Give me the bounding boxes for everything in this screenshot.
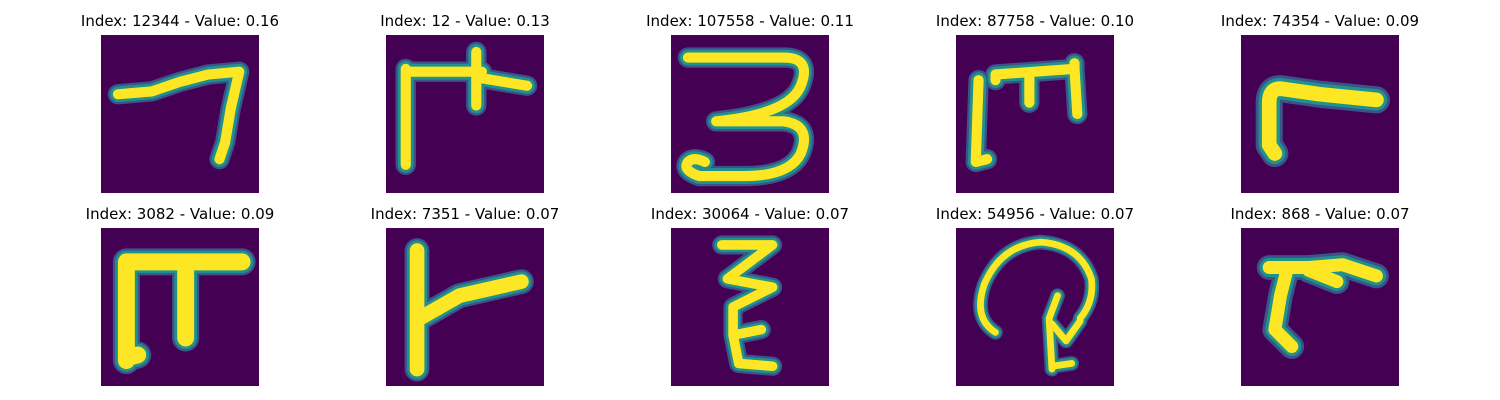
panel-title: Index: 74354 - Value: 0.09 — [1220, 12, 1420, 30]
panel-5: Index: 74354 - Value: 0.09 — [1200, 10, 1440, 193]
panel-4: Index: 87758 - Value: 0.10 — [915, 10, 1155, 193]
glyph-image — [956, 35, 1114, 193]
glyph-image — [386, 228, 544, 386]
panel-title: Index: 107558 - Value: 0.11 — [646, 12, 854, 30]
panel-7: Index: 7351 - Value: 0.07 — [345, 203, 585, 386]
panel-8: Index: 30064 - Value: 0.07 — [630, 203, 870, 386]
panel-title: Index: 30064 - Value: 0.07 — [650, 205, 850, 223]
panel-9: Index: 54956 - Value: 0.07 — [915, 203, 1155, 386]
panel-title: Index: 868 - Value: 0.07 — [1230, 205, 1410, 223]
panel-10: Index: 868 - Value: 0.07 — [1200, 203, 1440, 386]
panel-3: Index: 107558 - Value: 0.11 — [630, 10, 870, 193]
glyph-image — [386, 35, 544, 193]
glyph-image — [671, 228, 829, 386]
glyph-image — [1241, 228, 1399, 386]
panel-title: Index: 87758 - Value: 0.10 — [935, 12, 1135, 30]
panel-1: Index: 12344 - Value: 0.16 — [60, 10, 300, 193]
glyph-image — [956, 228, 1114, 386]
glyph-image — [101, 35, 259, 193]
panel-title: Index: 3082 - Value: 0.09 — [85, 205, 275, 223]
panel-title: Index: 12344 - Value: 0.16 — [80, 12, 280, 30]
glyph-image — [101, 228, 259, 386]
panel-title: Index: 12 - Value: 0.13 — [380, 12, 550, 30]
panel-title: Index: 7351 - Value: 0.07 — [370, 205, 560, 223]
panel-title: Index: 54956 - Value: 0.07 — [935, 205, 1135, 223]
panel-2: Index: 12 - Value: 0.13 — [345, 10, 585, 193]
glyph-image — [671, 35, 829, 193]
glyph-image — [1241, 35, 1399, 193]
panel-6: Index: 3082 - Value: 0.09 — [60, 203, 300, 386]
